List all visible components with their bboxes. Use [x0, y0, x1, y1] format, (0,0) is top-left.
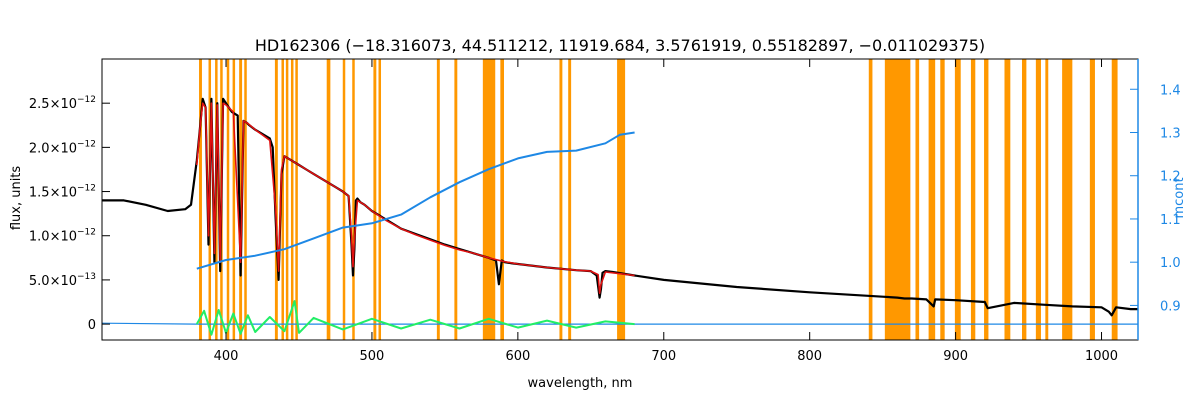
- mask-band: [984, 59, 989, 340]
- mask-band: [1021, 59, 1027, 340]
- mask-band: [290, 59, 294, 340]
- y-right-tick-label: 1.0: [1160, 256, 1181, 271]
- mask-band: [928, 59, 936, 340]
- mask-band: [199, 59, 202, 340]
- mask-band: [617, 59, 626, 340]
- x-tick-label: 400: [214, 349, 239, 364]
- mask-band: [436, 59, 440, 340]
- y-tick-label: 0: [88, 318, 96, 333]
- continuum-series-line: [196, 131, 635, 270]
- y-right-tick-label: 0.9: [1160, 299, 1181, 314]
- y-tick-label: 2.0×10−12: [29, 139, 96, 156]
- mask-band: [500, 59, 504, 340]
- mask-band: [244, 59, 247, 340]
- mask-band: [352, 59, 355, 340]
- y-right-tick-label: 1.3: [1160, 126, 1181, 141]
- mask-band: [373, 59, 377, 340]
- x-tick-label: 500: [360, 349, 385, 364]
- mask-band: [970, 59, 976, 340]
- x-tick-label: 600: [505, 349, 530, 364]
- model-series-line: [196, 102, 635, 295]
- mask-band: [326, 59, 331, 340]
- y-tick-label: 2.5×10−12: [29, 95, 96, 112]
- y-right-tick-label: 1.2: [1160, 170, 1181, 185]
- x-axis-title: wavelength, nm: [528, 376, 633, 391]
- mask-band: [954, 59, 961, 340]
- mask-band: [1062, 59, 1073, 340]
- mask-band: [454, 59, 458, 340]
- plot-area: [102, 59, 1138, 340]
- mask-band: [1035, 59, 1041, 340]
- x-tick-label: 1000: [1085, 349, 1118, 364]
- mask-band: [239, 59, 243, 340]
- mask-band: [568, 59, 572, 340]
- mask-band: [868, 59, 873, 340]
- x-tick-label: 900: [943, 349, 968, 364]
- y-right-tick-label: 1.4: [1160, 83, 1181, 98]
- mask-band: [1004, 59, 1011, 340]
- y-tick-label: 5.0×10−13: [29, 272, 96, 289]
- mask-band: [226, 59, 230, 340]
- mask-band: [281, 59, 284, 340]
- mask-band: [1089, 59, 1095, 340]
- mask-band: [274, 59, 278, 340]
- mask-band: [884, 59, 911, 340]
- chart-title: HD162306 (−18.316073, 44.511212, 11919.6…: [255, 36, 985, 55]
- x-tick-label: 800: [797, 349, 822, 364]
- mask-band: [482, 59, 496, 340]
- y-right-tick-label: 1.1: [1160, 213, 1181, 228]
- mask-band: [1045, 59, 1049, 340]
- mask-band: [232, 59, 236, 340]
- x-tick-label: 700: [651, 349, 676, 364]
- mask-band: [285, 59, 289, 340]
- y-tick-label: 1.0×10−12: [29, 228, 96, 245]
- mask-band: [915, 59, 920, 340]
- mask-band: [295, 59, 298, 340]
- mask-band: [940, 59, 945, 340]
- mask-band: [559, 59, 563, 340]
- y-axis-title: flux, units: [9, 166, 24, 231]
- y-right-axis-title: mcont: [1172, 177, 1187, 218]
- y-tick-label: 1.5×10−12: [29, 184, 96, 201]
- mask-band: [342, 59, 346, 340]
- mask-band: [1111, 59, 1118, 340]
- mask-band: [378, 59, 382, 340]
